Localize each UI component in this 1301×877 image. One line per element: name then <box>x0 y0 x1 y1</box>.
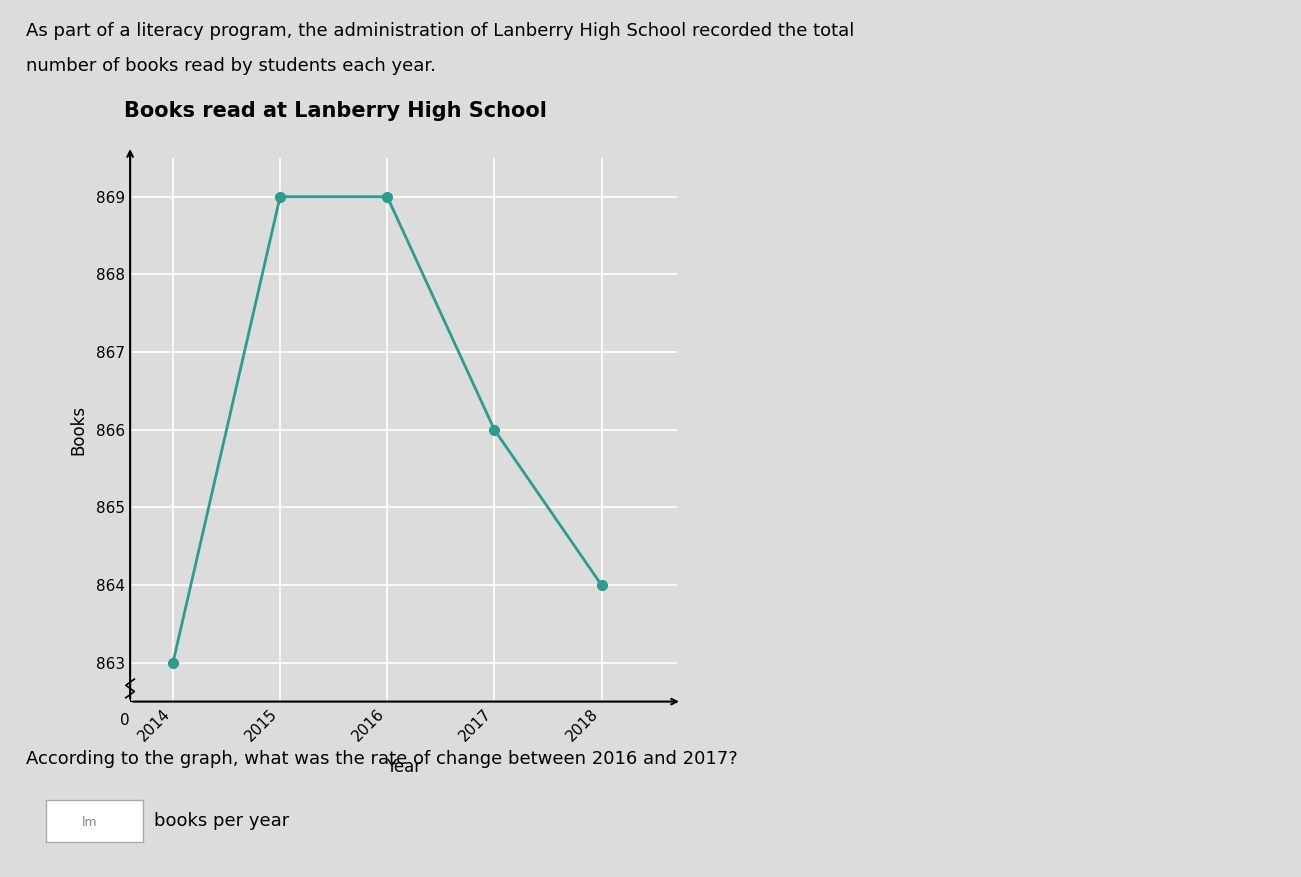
Text: 0: 0 <box>121 713 130 728</box>
Text: lm: lm <box>82 816 98 830</box>
X-axis label: Year: Year <box>386 759 420 776</box>
Text: As part of a literacy program, the administration of Lanberry High School record: As part of a literacy program, the admin… <box>26 22 855 40</box>
Text: number of books read by students each year.: number of books read by students each ye… <box>26 57 436 75</box>
Y-axis label: Books: Books <box>70 404 87 455</box>
Text: According to the graph, what was the rate of change between 2016 and 2017?: According to the graph, what was the rat… <box>26 750 738 768</box>
Text: books per year: books per year <box>154 812 289 830</box>
Text: Books read at Lanberry High School: Books read at Lanberry High School <box>124 101 546 121</box>
